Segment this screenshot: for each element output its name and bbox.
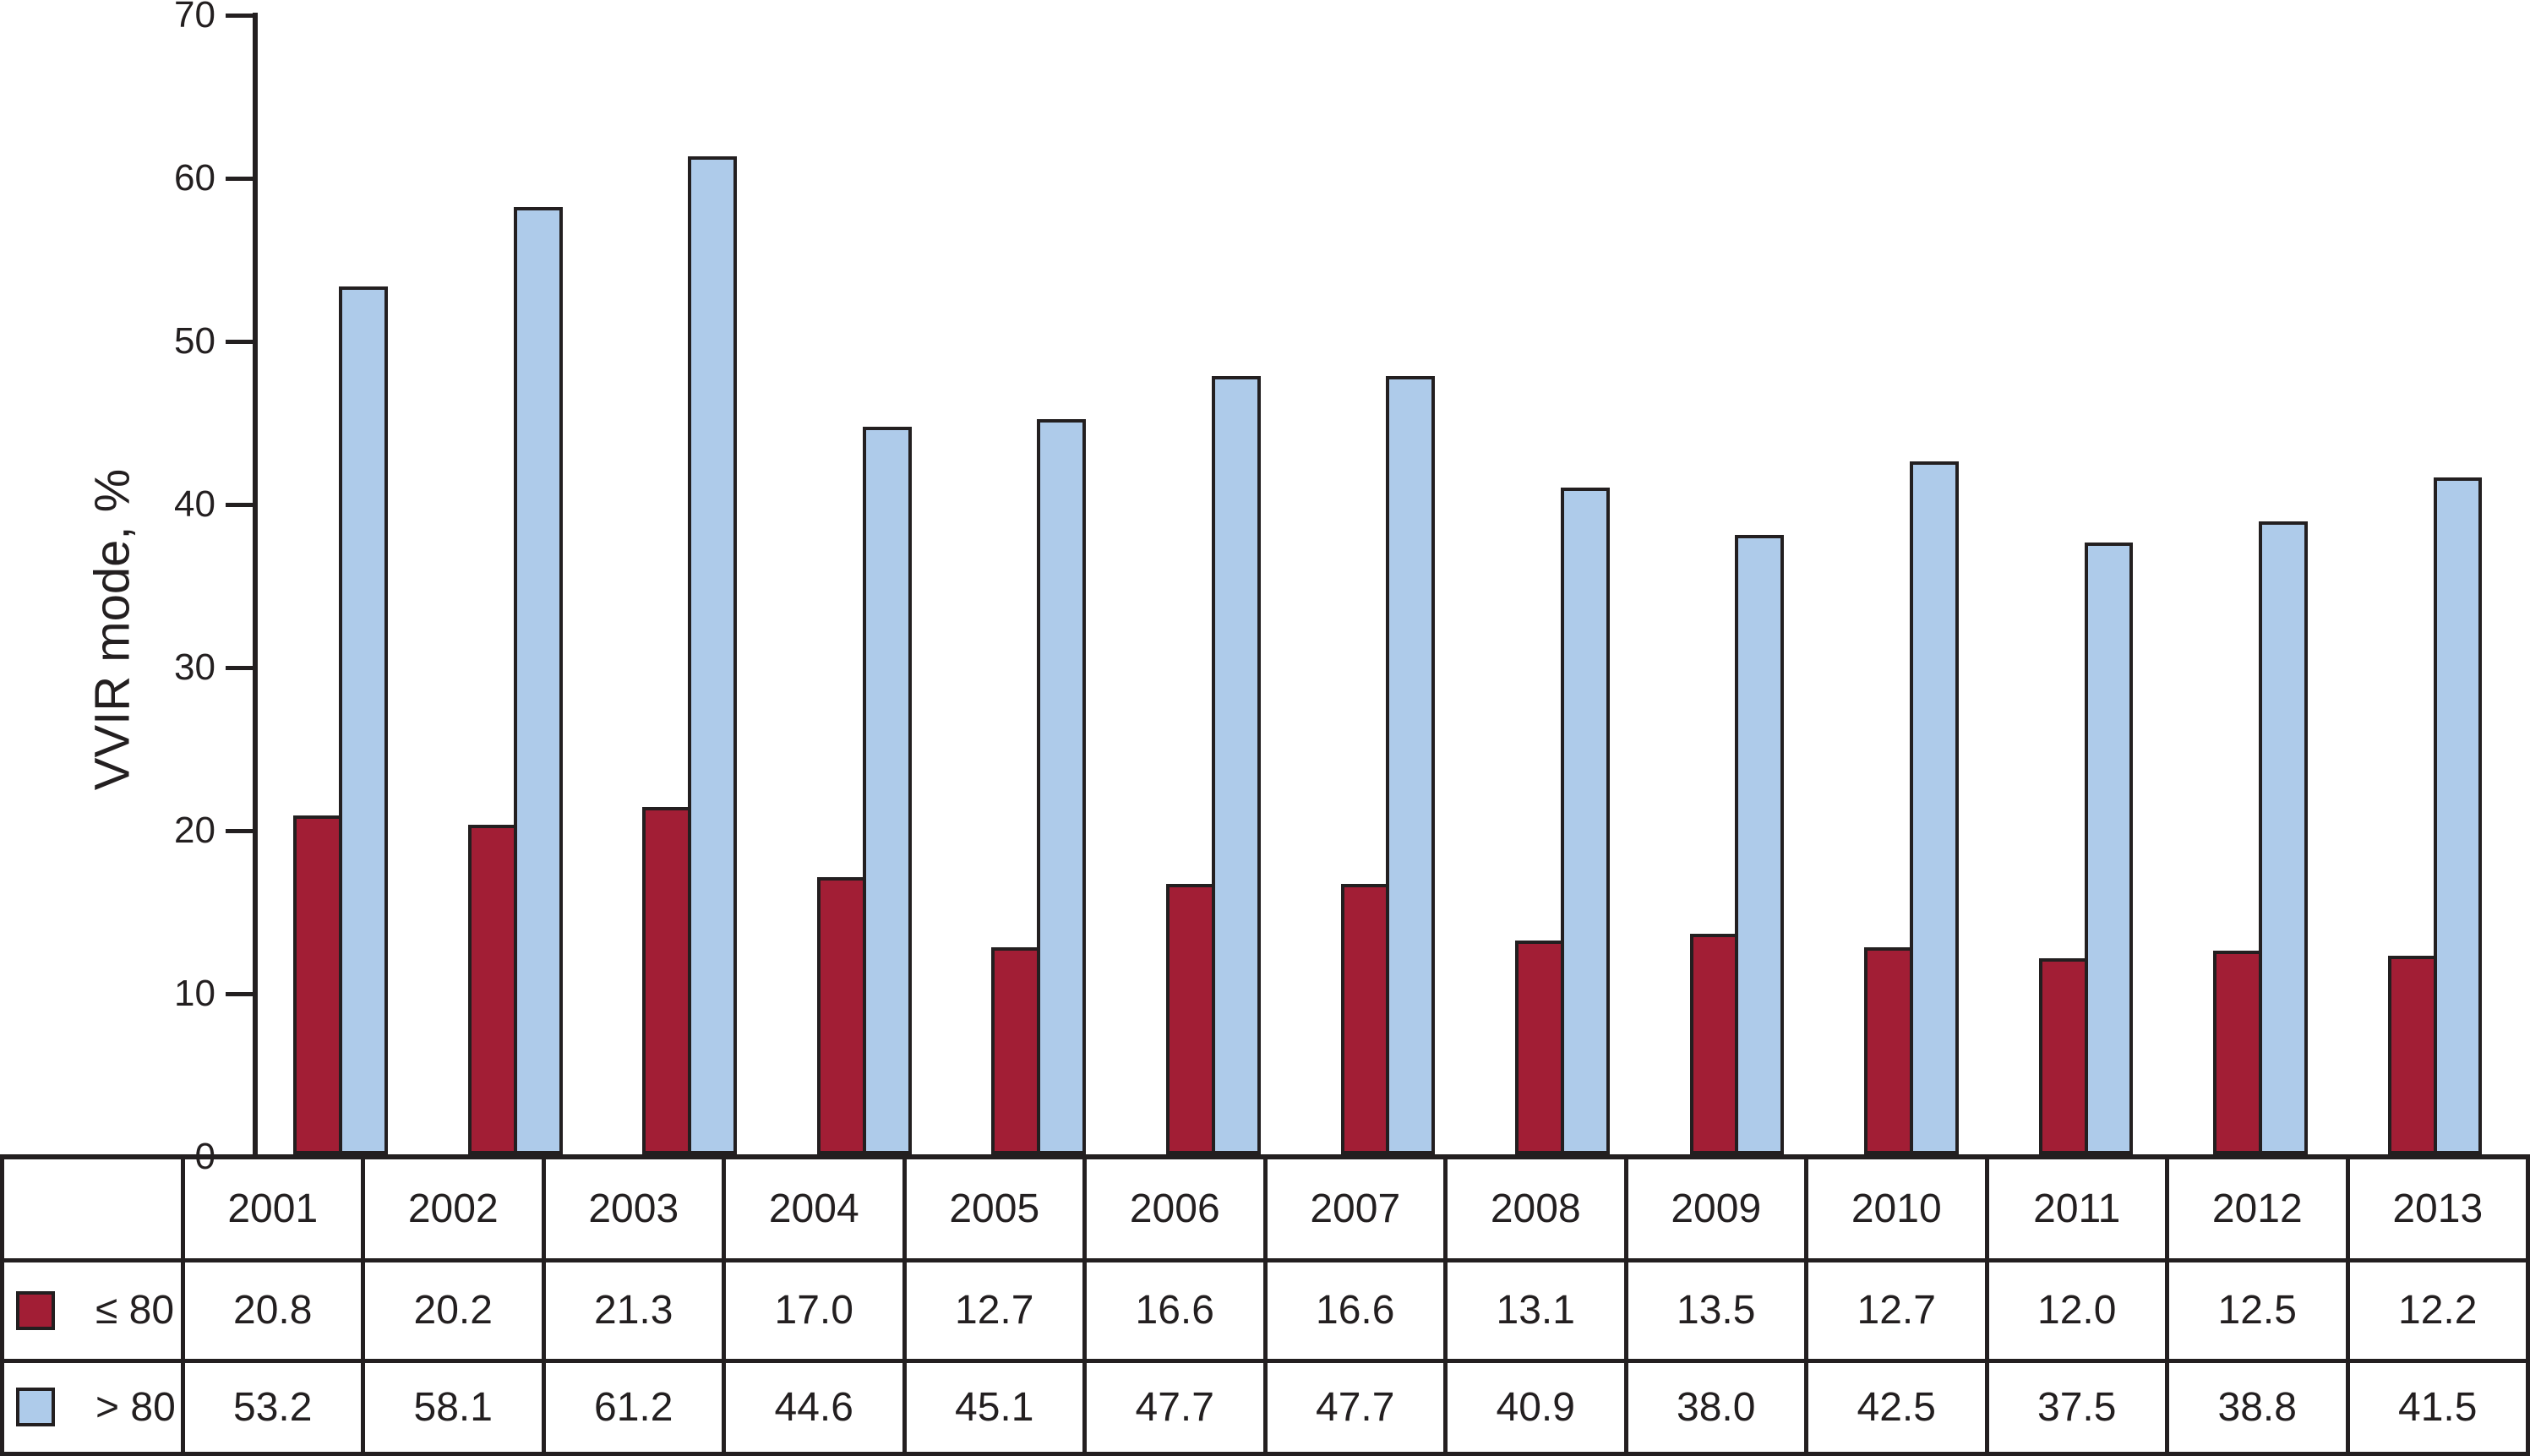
year-cell-2003: 2003 — [541, 1154, 726, 1262]
legend-cell-le80: ≤ 80 — [0, 1257, 185, 1363]
year-cell-2006: 2006 — [1082, 1154, 1268, 1262]
year-cell-2007: 2007 — [1262, 1154, 1448, 1262]
value-cell-le80-2006: 16.6 — [1082, 1257, 1268, 1363]
bar-gt80-2006 — [1211, 376, 1261, 1154]
value-cell-gt80-2002: 58.1 — [361, 1358, 546, 1456]
value-cell-gt80-2007: 47.7 — [1262, 1358, 1448, 1456]
bar-le80-2011 — [2038, 958, 2088, 1154]
bar-gt80-2005 — [1037, 418, 1087, 1154]
y-tick — [226, 665, 253, 670]
value-cell-le80-2010: 12.7 — [1804, 1257, 1989, 1363]
y-tick — [226, 176, 253, 181]
bar-le80-2001 — [293, 815, 343, 1154]
year-cell-2008: 2008 — [1443, 1154, 1628, 1262]
gt80-legend-swatch — [16, 1388, 55, 1426]
value-cell-le80-2003: 21.3 — [541, 1257, 726, 1363]
y-tick — [226, 1154, 253, 1159]
value-cell-gt80-2013: 41.5 — [2345, 1358, 2530, 1456]
bar-gt80-2001 — [339, 286, 388, 1154]
plot-area — [253, 13, 2527, 1154]
value-cell-gt80-2001: 53.2 — [180, 1358, 365, 1456]
table-corner-cell — [0, 1154, 185, 1262]
value-cell-le80-2007: 16.6 — [1262, 1257, 1448, 1363]
value-cell-gt80-2008: 40.9 — [1443, 1358, 1628, 1456]
y-tick — [226, 828, 253, 833]
value-cell-gt80-2012: 38.8 — [2165, 1358, 2350, 1456]
y-tick-label: 50 — [174, 320, 215, 362]
value-cell-gt80-2011: 37.5 — [1984, 1358, 2169, 1456]
value-cell-gt80-2010: 42.5 — [1804, 1358, 1989, 1456]
bar-le80-2013 — [2387, 955, 2437, 1154]
year-cell-2001: 2001 — [180, 1154, 365, 1262]
value-cell-le80-2001: 20.8 — [180, 1257, 365, 1363]
value-cell-le80-2008: 13.1 — [1443, 1257, 1628, 1363]
legend-entry-le80: ≤ 80 — [6, 1287, 178, 1333]
bar-le80-2010 — [1864, 946, 1913, 1154]
value-cell-le80-2005: 12.7 — [902, 1257, 1087, 1363]
bar-gt80-2010 — [1910, 461, 1959, 1154]
legend-entry-gt80: > 80 — [6, 1384, 178, 1431]
y-tick — [226, 339, 253, 344]
value-cell-le80-2004: 17.0 — [722, 1257, 907, 1363]
value-cell-gt80-2009: 38.0 — [1623, 1358, 1808, 1456]
value-cell-gt80-2003: 61.2 — [541, 1358, 726, 1456]
bar-le80-2004 — [816, 876, 866, 1154]
value-cell-le80-2009: 13.5 — [1623, 1257, 1808, 1363]
bar-gt80-2002 — [513, 206, 563, 1154]
y-tick-label: 0 — [194, 1136, 215, 1177]
value-cell-gt80-2005: 45.1 — [902, 1358, 1087, 1456]
year-cell-2005: 2005 — [902, 1154, 1087, 1262]
bar-le80-2007 — [1340, 883, 1390, 1154]
bar-gt80-2011 — [2084, 543, 2134, 1154]
y-tick — [226, 502, 253, 507]
bar-gt80-2003 — [688, 155, 738, 1154]
year-header-row: 2001 2002 2003 2004 2005 2006 2007 2008 2009 2010… — [0, 1154, 2530, 1262]
value-cell-gt80-2006: 47.7 — [1082, 1358, 1268, 1456]
bar-le80-2005 — [991, 946, 1041, 1154]
year-cell-2011: 2011 — [1984, 1154, 2169, 1262]
series-gt80-row: > 80 53.2 58.1 61.2 44.6 45.1 47.7 47.7 40.9 38.… — [0, 1358, 2530, 1456]
y-tick-label: 60 — [174, 157, 215, 199]
legend-cell-gt80: > 80 — [0, 1358, 185, 1456]
value-cell-le80-2002: 20.2 — [361, 1257, 546, 1363]
data-table: 2001 2002 2003 2004 2005 2006 2007 2008 2009 2010… — [0, 1154, 2530, 1456]
year-cell-2012: 2012 — [2165, 1154, 2350, 1262]
le80-legend-label: ≤ 80 — [95, 1288, 175, 1333]
bar-gt80-2009 — [1735, 534, 1785, 1154]
bar-le80-2012 — [2213, 950, 2263, 1154]
bar-le80-2006 — [1166, 883, 1215, 1154]
value-cell-le80-2012: 12.5 — [2165, 1257, 2350, 1363]
y-tick — [226, 991, 253, 996]
bar-le80-2003 — [642, 806, 692, 1154]
year-cell-2002: 2002 — [361, 1154, 546, 1262]
year-cell-2010: 2010 — [1804, 1154, 1989, 1262]
year-cell-2013: 2013 — [2345, 1154, 2530, 1262]
series-le80-row: ≤ 80 20.8 20.2 21.3 17.0 12.7 16.6 16.6 13.1 13.… — [0, 1257, 2530, 1363]
y-tick-label: 70 — [174, 0, 215, 35]
bar-le80-2009 — [1689, 934, 1739, 1154]
y-tick-label: 40 — [174, 483, 215, 525]
y-tick-label: 10 — [174, 973, 215, 1014]
y-tick-label: 20 — [174, 810, 215, 851]
bar-gt80-2008 — [1560, 487, 1610, 1154]
le80-legend-swatch — [16, 1290, 55, 1330]
bar-gt80-2007 — [1386, 376, 1436, 1154]
bar-gt80-2004 — [862, 427, 912, 1154]
bar-gt80-2012 — [2259, 521, 2308, 1154]
gt80-legend-label: > 80 — [95, 1384, 176, 1430]
value-cell-le80-2013: 12.2 — [2345, 1257, 2530, 1363]
bar-le80-2008 — [1515, 941, 1564, 1154]
bar-le80-2002 — [467, 825, 517, 1154]
y-tick — [226, 13, 253, 18]
year-cell-2009: 2009 — [1623, 1154, 1808, 1262]
value-cell-gt80-2004: 44.6 — [722, 1358, 907, 1456]
bar-gt80-2013 — [2433, 477, 2483, 1154]
year-cell-2004: 2004 — [722, 1154, 907, 1262]
y-tick-label: 30 — [174, 646, 215, 688]
value-cell-le80-2011: 12.0 — [1984, 1257, 2169, 1363]
